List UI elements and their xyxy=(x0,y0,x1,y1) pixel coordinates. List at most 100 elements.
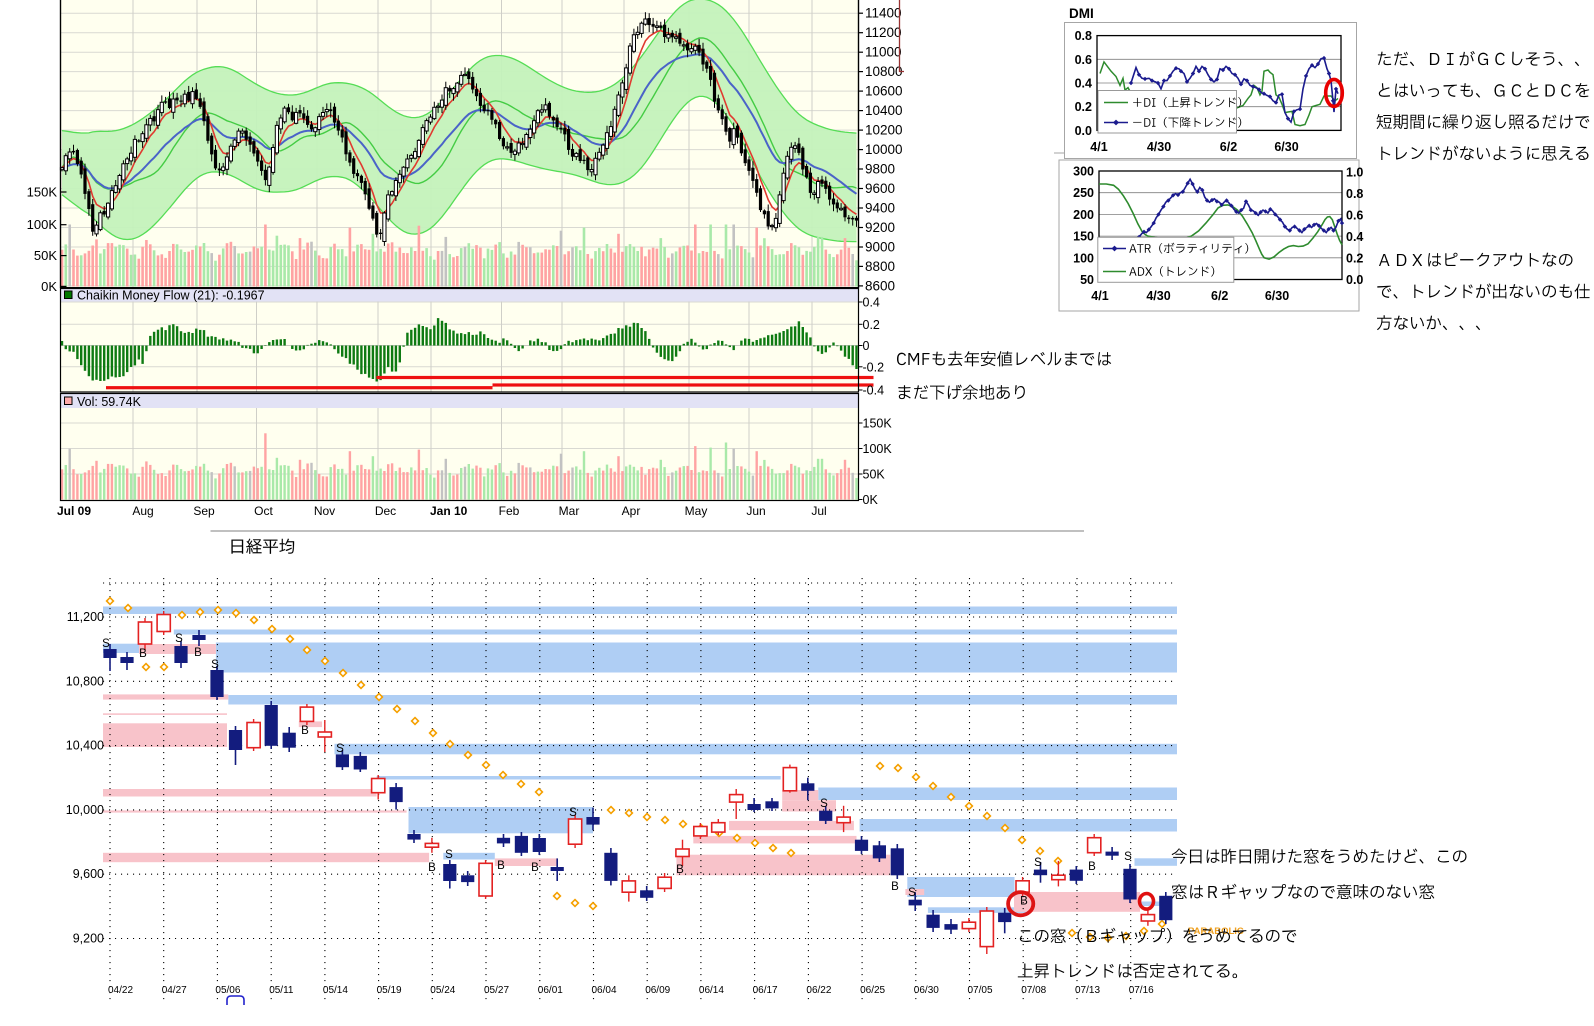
svg-text:200: 200 xyxy=(1073,208,1094,222)
svg-text:9600: 9600 xyxy=(865,181,895,196)
svg-text:Vol: 59.74K: Vol: 59.74K xyxy=(77,395,142,409)
svg-text:0K: 0K xyxy=(863,493,879,507)
svg-text:0.2: 0.2 xyxy=(1346,252,1363,266)
svg-text:S: S xyxy=(336,743,344,755)
svg-text:0.6: 0.6 xyxy=(1346,209,1363,223)
svg-text:50K: 50K xyxy=(34,248,57,263)
svg-text:9,200: 9,200 xyxy=(73,932,104,946)
svg-text:S: S xyxy=(1034,857,1042,869)
svg-text:05/24: 05/24 xyxy=(430,985,455,996)
svg-text:07/16: 07/16 xyxy=(1129,985,1154,996)
svg-text:04/27: 04/27 xyxy=(162,985,187,996)
svg-text:11200: 11200 xyxy=(865,25,902,40)
svg-text:0.2: 0.2 xyxy=(1075,100,1092,114)
svg-text:9800: 9800 xyxy=(865,162,895,177)
svg-text:Apr: Apr xyxy=(622,504,641,518)
svg-text:06/09: 06/09 xyxy=(645,985,670,996)
svg-text:S: S xyxy=(102,638,110,650)
svg-text:4/30: 4/30 xyxy=(1146,289,1170,303)
svg-text:B: B xyxy=(531,862,539,874)
svg-text:B: B xyxy=(301,725,309,737)
svg-text:300: 300 xyxy=(1073,165,1094,179)
svg-text:10,800: 10,800 xyxy=(66,674,104,688)
svg-text:4/30: 4/30 xyxy=(1147,140,1171,154)
svg-text:B: B xyxy=(676,864,684,876)
svg-text:150K: 150K xyxy=(863,417,893,431)
svg-text:50: 50 xyxy=(1080,273,1094,287)
svg-text:06/22: 06/22 xyxy=(806,985,831,996)
svg-text:100K: 100K xyxy=(27,217,58,232)
svg-text:150: 150 xyxy=(1073,230,1094,244)
svg-text:May: May xyxy=(685,504,708,518)
svg-text:05/14: 05/14 xyxy=(323,985,348,996)
svg-text:8800: 8800 xyxy=(865,259,895,274)
svg-text:B: B xyxy=(194,647,202,659)
svg-text:100K: 100K xyxy=(863,442,893,456)
svg-text:11,200: 11,200 xyxy=(67,610,104,624)
svg-text:9,600: 9,600 xyxy=(73,867,104,881)
svg-text:06/14: 06/14 xyxy=(699,985,724,996)
svg-text:9000: 9000 xyxy=(865,240,895,255)
svg-text:10000: 10000 xyxy=(865,142,903,157)
svg-text:Aug: Aug xyxy=(132,504,153,518)
svg-text:07/05: 07/05 xyxy=(968,985,993,996)
svg-text:B: B xyxy=(1020,896,1028,908)
svg-text:0.4: 0.4 xyxy=(1346,230,1363,244)
svg-text:6/2: 6/2 xyxy=(1211,289,1228,303)
svg-text:05/19: 05/19 xyxy=(377,985,402,996)
svg-text:B: B xyxy=(428,862,436,874)
svg-text:S: S xyxy=(445,849,453,861)
svg-text:B: B xyxy=(139,648,147,660)
svg-text:0.8: 0.8 xyxy=(1075,29,1092,43)
svg-text:10600: 10600 xyxy=(865,84,903,99)
svg-text:10,000: 10,000 xyxy=(66,803,104,817)
svg-text:PARABOLIC: PARABOLIC xyxy=(1188,926,1244,937)
svg-text:0.8: 0.8 xyxy=(1346,187,1363,201)
svg-text:S: S xyxy=(211,659,219,671)
svg-text:0: 0 xyxy=(863,339,870,353)
svg-text:06/25: 06/25 xyxy=(860,985,885,996)
svg-text:150K: 150K xyxy=(27,185,58,200)
svg-text:Sep: Sep xyxy=(193,504,215,518)
svg-text:0.4: 0.4 xyxy=(863,296,880,310)
svg-text:S: S xyxy=(175,633,183,645)
svg-text:10800: 10800 xyxy=(865,64,903,79)
svg-text:05/11: 05/11 xyxy=(269,985,294,996)
svg-text:Jul 09: Jul 09 xyxy=(57,504,91,518)
svg-text:05/27: 05/27 xyxy=(484,985,509,996)
svg-text:B: B xyxy=(1088,861,1096,873)
svg-text:Feb: Feb xyxy=(499,504,520,518)
svg-text:B: B xyxy=(497,860,505,872)
svg-text:S: S xyxy=(1124,851,1132,863)
svg-text:6/30: 6/30 xyxy=(1265,289,1289,303)
svg-text:11000: 11000 xyxy=(865,45,902,60)
svg-text:100: 100 xyxy=(1073,251,1094,265)
svg-text:Dec: Dec xyxy=(375,504,396,518)
svg-text:10400: 10400 xyxy=(865,103,903,118)
svg-text:06/04: 06/04 xyxy=(592,985,617,996)
svg-text:4/1: 4/1 xyxy=(1091,289,1108,303)
svg-text:250: 250 xyxy=(1073,186,1094,200)
svg-text:Jan 10: Jan 10 xyxy=(430,504,468,518)
svg-text:S: S xyxy=(820,798,828,810)
svg-text:-0.2: -0.2 xyxy=(863,360,885,374)
svg-text:06/17: 06/17 xyxy=(753,985,778,996)
svg-text:10,400: 10,400 xyxy=(66,739,104,753)
svg-text:10200: 10200 xyxy=(865,123,903,138)
svg-text:9200: 9200 xyxy=(865,220,895,235)
svg-text:0.4: 0.4 xyxy=(1075,77,1092,91)
svg-text:Chaikin Money Flow (21): -0.19: Chaikin Money Flow (21): -0.1967 xyxy=(77,289,265,303)
svg-text:05/06: 05/06 xyxy=(215,985,240,996)
svg-text:06/30: 06/30 xyxy=(914,985,939,996)
svg-text:6/30: 6/30 xyxy=(1274,140,1298,154)
svg-text:0.0: 0.0 xyxy=(1346,273,1363,287)
svg-text:11400: 11400 xyxy=(865,6,902,21)
svg-text:6/2: 6/2 xyxy=(1220,140,1237,154)
svg-text:Jun: Jun xyxy=(746,504,765,518)
svg-text:04/22: 04/22 xyxy=(108,985,133,996)
svg-text:Jul: Jul xyxy=(811,504,826,518)
svg-text:9400: 9400 xyxy=(865,201,895,216)
svg-text:8600: 8600 xyxy=(865,278,895,293)
svg-text:50K: 50K xyxy=(863,468,886,482)
svg-text:-0.4: -0.4 xyxy=(863,384,885,398)
